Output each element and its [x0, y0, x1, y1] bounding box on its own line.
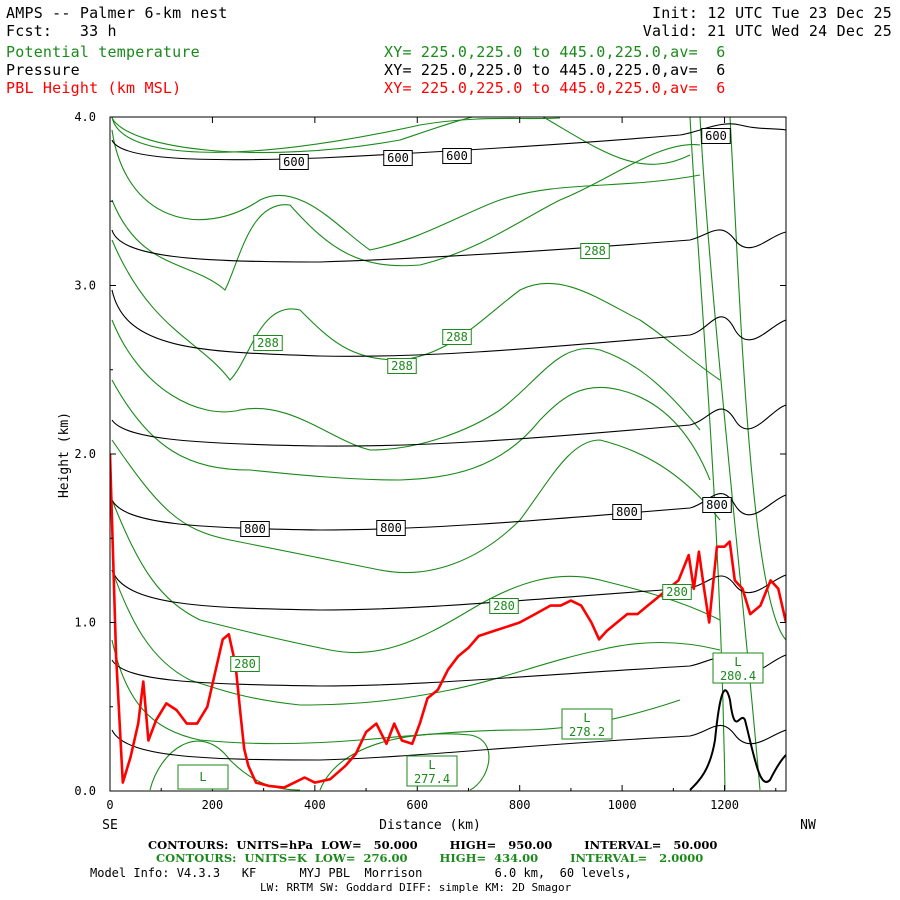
- y-tick-label: 1.0: [74, 616, 96, 630]
- field-name-theta: Potential temperature: [6, 43, 200, 61]
- x-tick-label: 800: [509, 798, 531, 812]
- x-tick-label: 1000: [608, 798, 637, 812]
- pressure-contour: [111, 289, 786, 357]
- pressure-contour-label: 800: [240, 521, 270, 537]
- pbl-height-line: [110, 453, 786, 789]
- x-tick-label: 1200: [710, 798, 739, 812]
- field-name-pbl: PBL Height (km MSL): [6, 79, 182, 97]
- x-tick-label: 600: [406, 798, 428, 812]
- theta-contour: [111, 569, 721, 706]
- contours-theta-info: CONTOURS: UNITS=K LOW= 276.00 HIGH= 434.…: [156, 851, 704, 865]
- pressure-contour: [111, 493, 786, 531]
- theta-contour: [111, 499, 721, 654]
- x-tick-label: 200: [202, 798, 224, 812]
- theta-contour: [699, 117, 761, 791]
- svg-text:288: 288: [584, 244, 606, 258]
- pressure-contour-label: 800: [612, 504, 642, 520]
- forecast-hour: Fcst: 33 h: [6, 22, 117, 40]
- theta-contours: [111, 117, 786, 791]
- field-xy-pbl: XY= 225.0,225.0 to 445.0,225.0,av= 6: [384, 79, 726, 97]
- contours-pressure-info: CONTOURS: UNITS=hPa LOW= 50.000 HIGH= 95…: [148, 838, 718, 852]
- theta-contour-label: 280: [662, 584, 692, 600]
- physics-info: LW: RRTM SW: Goddard DIFF: simple KM: 2D…: [260, 881, 572, 894]
- pressure-contour-label: 600: [383, 150, 413, 166]
- y-tick-label: 2.0: [74, 447, 96, 461]
- svg-text:L: L: [428, 758, 435, 772]
- field-xy-theta: XY= 225.0,225.0 to 445.0,225.0,av= 6: [384, 43, 726, 61]
- svg-text:288: 288: [446, 330, 468, 344]
- theta-contour: [111, 379, 711, 481]
- svg-text:800: 800: [706, 498, 728, 512]
- theta-contour: [111, 144, 701, 291]
- svg-text:288: 288: [391, 359, 413, 373]
- svg-text:288: 288: [257, 336, 279, 350]
- svg-text:L: L: [734, 655, 741, 669]
- theta-contour: [111, 117, 691, 165]
- theta-contour: [111, 439, 721, 574]
- svg-text:280.4: 280.4: [720, 669, 756, 683]
- svg-text:800: 800: [616, 505, 638, 519]
- theta-contour: [111, 129, 701, 251]
- theta-contour: [111, 319, 701, 451]
- theta-contour-label: 280: [230, 656, 260, 672]
- nw-label: NW: [800, 818, 816, 833]
- y-axis-title: Height (km): [57, 412, 72, 498]
- model-info: Model Info: V4.3.3 KF MYJ PBL Morrison 6…: [90, 866, 632, 880]
- se-label: SE: [102, 818, 118, 833]
- x-tick-label: 400: [304, 798, 326, 812]
- valid-time: Valid: 21 UTC Wed 24 Dec 25: [642, 22, 892, 40]
- svg-text:600: 600: [446, 149, 468, 163]
- field-xy-pressure: XY= 225.0,225.0 to 445.0,225.0,av= 6: [384, 61, 726, 79]
- chart-title: AMPS -- Palmer 6-km nest: [6, 4, 228, 22]
- svg-text:278.2: 278.2: [569, 725, 605, 739]
- theta-contour-label: 288: [253, 335, 283, 351]
- pressure-contour: [111, 123, 786, 161]
- theta-contour: [111, 117, 561, 153]
- theta-contour-label: 280: [489, 598, 519, 614]
- svg-text:280: 280: [666, 585, 688, 599]
- svg-text:L: L: [583, 711, 590, 725]
- svg-text:600: 600: [283, 155, 305, 169]
- pressure-contour-label: 600: [279, 154, 309, 170]
- theta-contour: [689, 117, 726, 791]
- theta-contour: [729, 117, 786, 641]
- svg-text:L: L: [199, 770, 206, 784]
- pressure-contour: [111, 229, 786, 263]
- pressure-contour-label: 600: [701, 128, 731, 144]
- low-center-marker: L: [177, 764, 229, 790]
- pressure-contour-label: 800: [376, 520, 406, 536]
- svg-text:280: 280: [234, 657, 256, 671]
- svg-text:800: 800: [380, 521, 402, 535]
- field-name-pressure: Pressure: [6, 61, 80, 79]
- pressure-contour-label: 600: [442, 148, 472, 164]
- y-tick-label: 4.0: [74, 110, 96, 124]
- pressure-contour-label: 800: [702, 497, 732, 513]
- svg-text:277.4: 277.4: [414, 772, 450, 786]
- terrain-line: [689, 689, 786, 791]
- pressure-contour: [111, 404, 786, 447]
- x-tick-label: 0: [106, 798, 113, 812]
- x-axis-title: Distance (km): [379, 818, 481, 833]
- theta-contour-label: 288: [580, 243, 610, 259]
- svg-text:600: 600: [387, 151, 409, 165]
- theta-contour-label: 288: [387, 358, 417, 374]
- pressure-contour: [111, 724, 786, 761]
- svg-text:600: 600: [705, 129, 727, 143]
- theta-contour-label: 288: [442, 329, 472, 345]
- svg-text:800: 800: [244, 522, 266, 536]
- init-time: Init: 12 UTC Tue 23 Dec 25: [652, 4, 892, 22]
- y-tick-label: 0.0: [74, 784, 96, 798]
- svg-text:280: 280: [493, 599, 515, 613]
- y-tick-label: 3.0: [74, 279, 96, 293]
